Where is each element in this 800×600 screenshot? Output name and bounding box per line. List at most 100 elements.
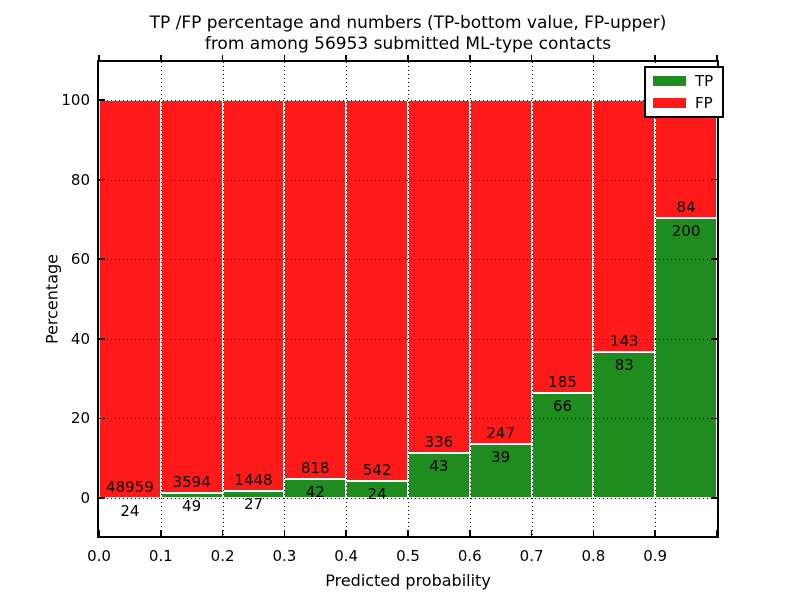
y-tick-right	[711, 497, 717, 499]
x-tick	[592, 530, 595, 536]
bar-fp-segment	[408, 100, 470, 453]
bar-fp-segment	[469, 100, 532, 444]
y-tick	[99, 417, 105, 420]
bar-tp-segment	[593, 351, 656, 498]
bar-tp-count-label: 39	[491, 447, 511, 466]
bar-fp-segment	[531, 100, 594, 394]
bar-tp-count-label: 24	[120, 501, 140, 520]
y-tick	[99, 497, 105, 499]
y-tick-right	[711, 417, 717, 420]
x-tick-top	[345, 55, 347, 60]
x-tick-label: 0.5	[396, 547, 420, 565]
x-tick-top	[592, 55, 595, 60]
bar-tp-segment	[469, 443, 532, 498]
bar-tp-count-label: 27	[243, 494, 264, 513]
bar-tp-segment	[408, 452, 470, 498]
gridline-vertical	[222, 62, 224, 536]
bar-fp-count-label: 48959	[106, 477, 154, 496]
x-tick	[530, 530, 533, 536]
legend: TP FP	[644, 66, 725, 118]
y-tick-right	[711, 258, 717, 260]
x-tick-top	[283, 55, 286, 60]
y-tick-label: 80	[70, 170, 90, 189]
gridline-vertical	[531, 62, 533, 536]
bar-tp-count-label: 43	[429, 456, 449, 475]
x-tick-top	[716, 55, 718, 60]
y-tick-label: 40	[70, 329, 90, 348]
bar-fp-count-label: 1448	[234, 470, 273, 489]
bar-tp-segment	[531, 393, 594, 498]
bar-fp-segment	[222, 100, 285, 491]
y-tick	[99, 99, 105, 101]
bar-tp-segment	[655, 217, 717, 498]
gridline-vertical	[160, 62, 162, 536]
y-tick-right	[711, 338, 717, 340]
x-tick-top	[530, 55, 533, 60]
legend-item-fp: FP	[653, 95, 713, 111]
x-tick	[160, 530, 162, 536]
x-tick-label: 0.2	[210, 547, 235, 565]
gridline-vertical	[408, 62, 409, 536]
x-tick-top	[160, 55, 162, 60]
bar-fp-count-label: 336	[424, 432, 454, 451]
bar-tp-count-label: 42	[305, 482, 325, 501]
legend-label-tp: TP	[695, 72, 714, 90]
y-tick-label: 0	[80, 489, 90, 507]
legend-item-tp: TP	[653, 73, 713, 89]
x-tick-label: 0.4	[334, 547, 359, 565]
x-tick-label: 0.9	[643, 547, 668, 565]
x-tick-top	[98, 55, 100, 60]
gridline-vertical	[655, 62, 657, 536]
x-tick	[469, 530, 471, 536]
bar-fp-segment	[99, 100, 161, 498]
bar-fp-count-label: 247	[486, 423, 515, 442]
bar-fp-count-label: 185	[548, 373, 577, 392]
bar-fp-segment	[160, 100, 223, 493]
plot-area: TP FP 48959 24 3594 49 1448 27 818 42 542 24 336 43…	[97, 55, 725, 538]
y-tick-label: 100	[61, 91, 90, 109]
chart-title: TP /FP percentage and numbers (TP-bottom…	[97, 13, 719, 55]
x-tick-label: 0.0	[87, 547, 111, 565]
chart-title-line-2: from among 56953 submitted ML-type conta…	[204, 34, 612, 54]
chart-title-line-1: TP /FP percentage and numbers (TP-bottom…	[149, 13, 667, 33]
bar-tp-count-label: 200	[671, 221, 701, 240]
x-tick	[345, 530, 347, 536]
legend-label-fp: FP	[695, 94, 713, 112]
x-tick-label: 0.3	[272, 547, 297, 565]
bar-fp-count-label: 143	[609, 331, 639, 350]
x-tick-label: 0.8	[581, 547, 606, 565]
gridline-vertical	[284, 62, 286, 536]
bar-fp-count-label: 3594	[172, 472, 211, 491]
x-tick	[716, 530, 718, 536]
bar-fp-count-label: 84	[676, 197, 696, 216]
y-tick-right	[711, 178, 717, 181]
bar-fp-count-label: 542	[362, 461, 392, 480]
y-tick-label: 60	[70, 250, 90, 269]
legend-swatch-fp	[653, 98, 686, 108]
bar-fp-count-label: 818	[300, 458, 330, 477]
y-tick	[99, 338, 105, 340]
x-tick-top	[654, 55, 656, 60]
x-axis-label: Predicted probability	[325, 571, 491, 590]
legend-swatch-tp	[653, 76, 686, 86]
bar-fp-segment	[284, 100, 347, 479]
gridline-vertical	[593, 62, 595, 536]
gridline-vertical	[469, 62, 471, 536]
x-tick-top	[407, 55, 409, 60]
bar-tp-count-label: 66	[552, 397, 573, 416]
bar-fp-segment	[346, 100, 408, 482]
x-tick	[221, 530, 224, 536]
x-tick-top	[221, 55, 224, 60]
bar-tp-count-label: 49	[182, 496, 202, 515]
x-tick	[407, 530, 409, 536]
x-tick-label: 0.7	[519, 547, 544, 565]
x-tick-label: 0.1	[148, 547, 173, 565]
x-tick-label: 0.6	[457, 547, 482, 565]
bar-tp-count-label: 83	[614, 355, 634, 374]
x-tick-top	[469, 55, 471, 60]
bar-tp-count-label: 24	[367, 485, 387, 504]
x-tick	[654, 530, 656, 536]
y-tick	[99, 258, 105, 260]
x-tick	[98, 530, 100, 536]
